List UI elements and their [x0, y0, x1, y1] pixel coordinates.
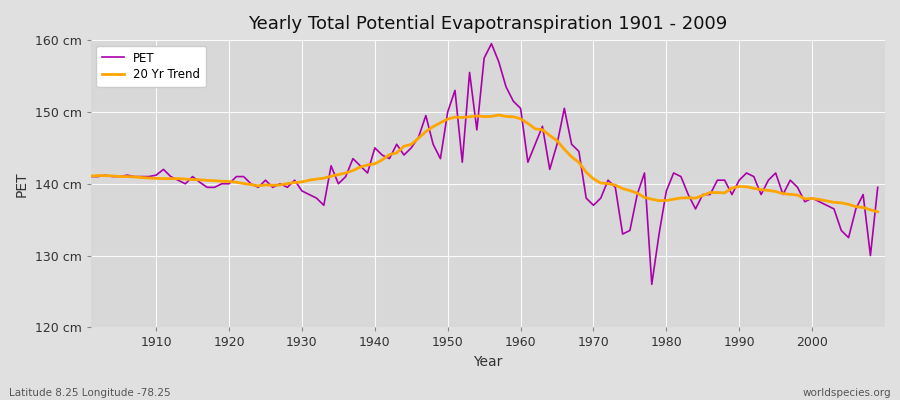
Title: Yearly Total Potential Evapotranspiration 1901 - 2009: Yearly Total Potential Evapotranspiratio… [248, 15, 727, 33]
PET [347, 156, 358, 161]
PET [646, 282, 657, 287]
20 Yr Trend [515, 116, 526, 121]
Line: PET: PET [91, 44, 878, 284]
PET [515, 106, 526, 111]
PET [143, 174, 154, 179]
Text: worldspecies.org: worldspecies.org [803, 388, 891, 398]
Legend: PET, 20 Yr Trend: PET, 20 Yr Trend [96, 46, 206, 87]
Text: Latitude 8.25 Longitude -78.25: Latitude 8.25 Longitude -78.25 [9, 388, 171, 398]
PET [486, 41, 497, 46]
PET [86, 174, 96, 179]
PET [523, 160, 534, 165]
20 Yr Trend [493, 112, 504, 117]
20 Yr Trend [347, 168, 358, 173]
20 Yr Trend [86, 174, 96, 178]
PET [610, 185, 621, 190]
PET [872, 185, 883, 190]
20 Yr Trend [872, 210, 883, 214]
Y-axis label: PET: PET [15, 171, 29, 196]
X-axis label: Year: Year [473, 355, 502, 369]
20 Yr Trend [523, 121, 534, 126]
PET [304, 192, 315, 197]
20 Yr Trend [610, 183, 621, 188]
Line: 20 Yr Trend: 20 Yr Trend [91, 115, 878, 212]
20 Yr Trend [304, 178, 315, 182]
20 Yr Trend [143, 176, 154, 180]
